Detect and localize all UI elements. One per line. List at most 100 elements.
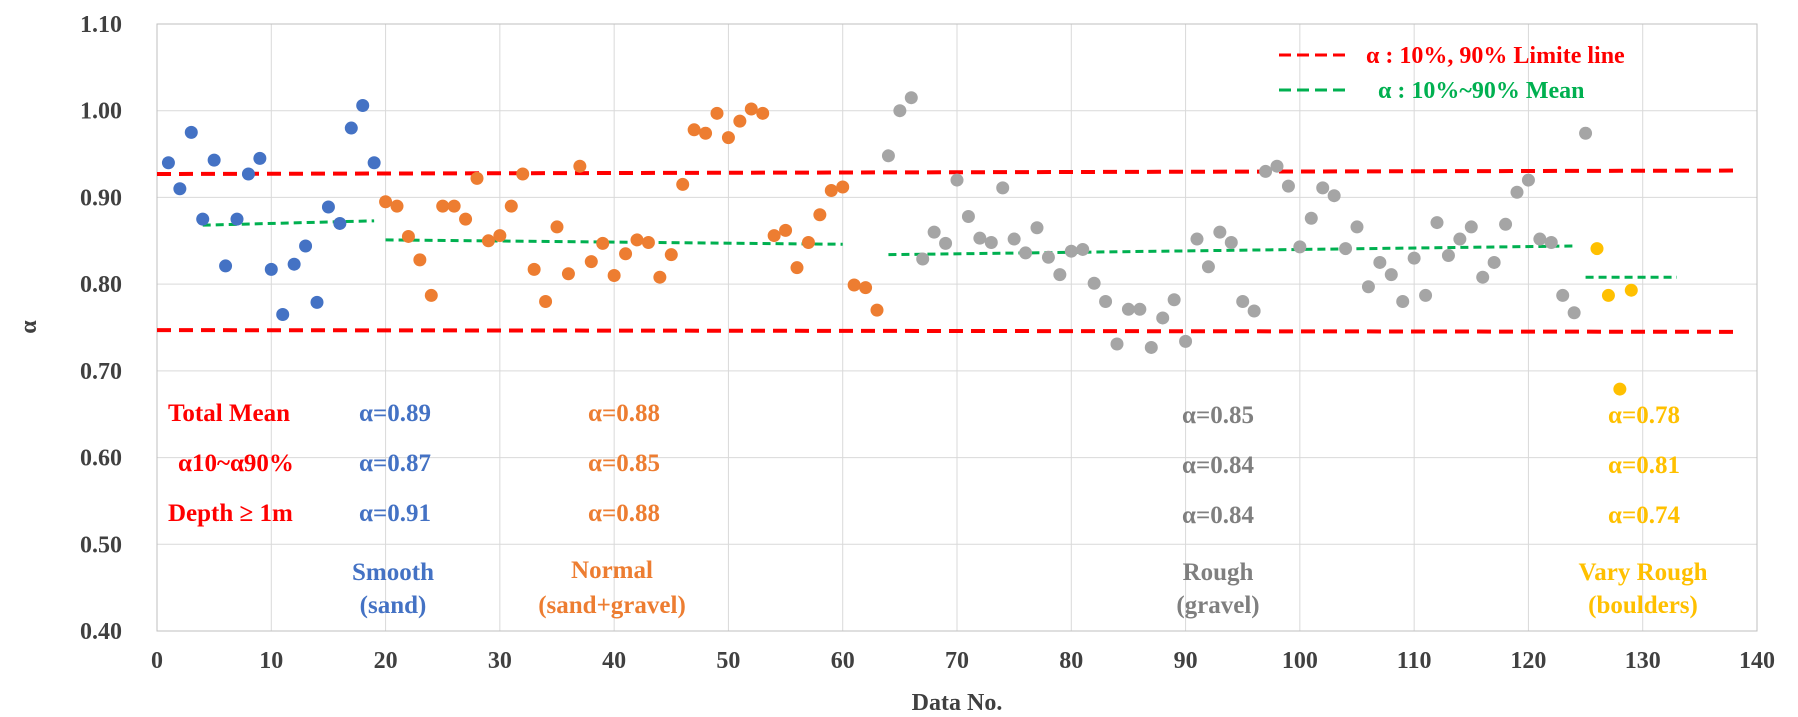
data-point-rough-gravel — [1533, 232, 1547, 246]
data-point-normal-sand-gravel — [504, 199, 518, 213]
data-point-smooth-sand — [219, 259, 233, 273]
x-tick-label: 50 — [716, 648, 740, 674]
data-point-rough-gravel — [1030, 221, 1044, 235]
data-point-rough-gravel — [1281, 179, 1295, 193]
data-point-smooth-sand — [264, 262, 278, 276]
data-point-normal-sand-gravel — [779, 223, 793, 237]
data-point-rough-gravel — [1384, 268, 1398, 282]
y-tick-label: 1.10 — [80, 12, 122, 38]
data-point-rough-gravel — [1361, 280, 1375, 294]
data-point-rough-gravel — [1430, 216, 1444, 230]
data-point-normal-sand-gravel — [459, 212, 473, 226]
data-point-rough-gravel — [1019, 246, 1033, 260]
y-tick-label: 0.60 — [80, 446, 122, 472]
data-point-smooth-sand — [241, 167, 255, 181]
smooth-name: Smooth — [352, 559, 434, 586]
data-point-normal-sand-gravel — [699, 126, 713, 140]
mean-lines — [202, 219, 1677, 279]
row-label-depth: Depth ≥ 1m — [168, 500, 293, 527]
x-tick-label: 40 — [602, 648, 626, 674]
limit-line — [156, 168, 1735, 177]
data-point-rough-gravel — [1167, 293, 1181, 307]
limit-lines — [156, 168, 1735, 334]
normal-total-mean: α=0.88 — [588, 400, 660, 427]
normal-alpha10-90: α=0.85 — [588, 450, 660, 477]
data-point-smooth-sand — [299, 239, 313, 253]
vary-rough-depth: α=0.74 — [1608, 502, 1680, 529]
x-tick-label: 130 — [1625, 648, 1661, 674]
y-tick-label: 0.90 — [80, 185, 122, 211]
vary-rough-sub: (boulders) — [1588, 592, 1698, 619]
data-point-normal-sand-gravel — [516, 167, 530, 181]
data-point-normal-sand-gravel — [824, 183, 838, 197]
data-point-normal-sand-gravel — [641, 236, 655, 250]
vary-rough-name: Vary Rough — [1579, 559, 1708, 586]
x-tick-label: 110 — [1397, 648, 1432, 674]
data-point-normal-sand-gravel — [527, 262, 541, 276]
data-point-rough-gravel — [1407, 251, 1421, 265]
data-point-rough-gravel — [1213, 225, 1227, 239]
data-point-rough-gravel — [1087, 276, 1101, 290]
data-point-rough-gravel — [1350, 220, 1364, 234]
x-tick-label: 60 — [831, 648, 855, 674]
data-point-smooth-sand — [184, 125, 198, 139]
data-point-smooth-sand — [276, 307, 290, 321]
mean-line — [202, 219, 375, 227]
group-smooth-annotations: α=0.89 α=0.87 α=0.91 Smooth (sand) — [352, 400, 434, 619]
data-point-rough-gravel — [1201, 260, 1215, 274]
data-point-rough-gravel — [1053, 268, 1067, 282]
rough-depth: α=0.84 — [1182, 502, 1254, 529]
x-tick-label: 0 — [151, 648, 163, 674]
data-point-rough-gravel — [893, 104, 907, 118]
data-point-rough-gravel — [1579, 126, 1593, 140]
data-point-normal-sand-gravel — [573, 159, 587, 173]
data-point-normal-sand-gravel — [436, 199, 450, 213]
data-point-smooth-sand — [321, 200, 335, 214]
data-point-normal-sand-gravel — [859, 281, 873, 295]
data-point-rough-gravel — [1179, 334, 1193, 348]
x-axis-label: Data No. — [912, 690, 1003, 716]
normal-depth: α=0.88 — [588, 500, 660, 527]
data-point-rough-gravel — [1567, 306, 1581, 320]
x-tick-label: 80 — [1059, 648, 1083, 674]
x-tick-label: 140 — [1739, 648, 1775, 674]
data-point-vary-rough-boulders — [1590, 242, 1604, 256]
plot-area-border — [156, 23, 1758, 632]
data-point-rough-gravel — [1156, 311, 1170, 325]
data-point-normal-sand-gravel — [813, 208, 827, 222]
row-label-total-mean: Total Mean — [168, 400, 290, 427]
data-point-vary-rough-boulders — [1624, 283, 1638, 297]
data-point-rough-gravel — [973, 231, 987, 245]
smooth-alpha10-90: α=0.87 — [359, 450, 431, 477]
mean-line — [385, 238, 843, 246]
data-point-rough-gravel — [1327, 189, 1341, 203]
data-point-rough-gravel — [1259, 164, 1273, 178]
y-tick-label: 0.80 — [80, 272, 122, 298]
data-point-normal-sand-gravel — [561, 267, 575, 281]
data-point-rough-gravel — [1236, 294, 1250, 308]
x-tick-label: 30 — [488, 648, 512, 674]
y-tick-label: 0.70 — [80, 359, 122, 385]
data-point-rough-gravel — [1487, 255, 1501, 269]
data-point-normal-sand-gravel — [744, 102, 758, 116]
data-point-rough-gravel — [1190, 232, 1204, 246]
data-point-smooth-sand — [310, 295, 324, 309]
data-point-normal-sand-gravel — [607, 268, 621, 282]
data-point-normal-sand-gravel — [687, 123, 701, 137]
row-label-alpha10-90: α10~α90% — [178, 450, 294, 477]
data-point-normal-sand-gravel — [550, 220, 564, 234]
data-point-smooth-sand — [333, 216, 347, 230]
data-point-normal-sand-gravel — [801, 236, 815, 250]
data-point-normal-sand-gravel — [619, 247, 633, 261]
data-point-smooth-sand — [196, 212, 210, 226]
limit-line — [156, 328, 1735, 334]
data-point-normal-sand-gravel — [767, 229, 781, 243]
data-point-rough-gravel — [1544, 236, 1558, 250]
x-tick-label: 20 — [374, 648, 398, 674]
y-tick-label: 0.40 — [80, 619, 122, 645]
data-point-rough-gravel — [950, 173, 964, 187]
data-point-rough-gravel — [996, 181, 1010, 195]
rough-sub: (gravel) — [1176, 592, 1259, 619]
group-normal-annotations: α=0.88 α=0.85 α=0.88 Normal (sand+gravel… — [538, 400, 686, 619]
